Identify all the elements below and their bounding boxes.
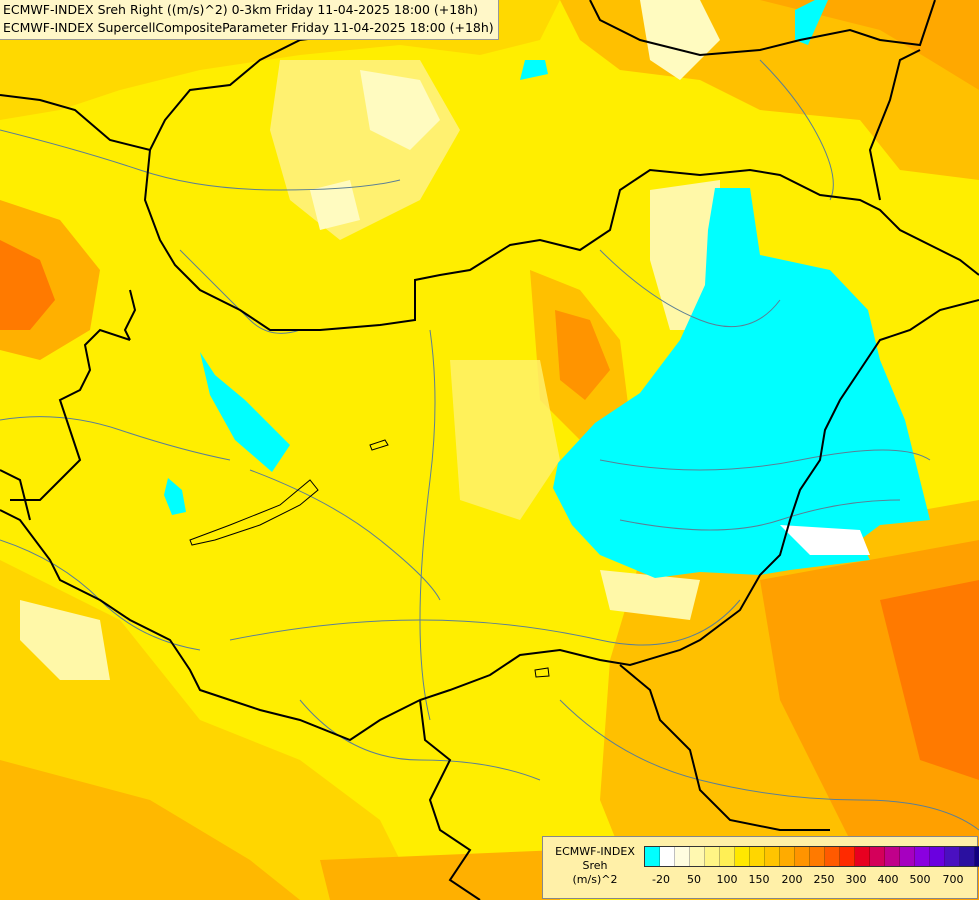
map-title-line-2: ECMWF-INDEX SupercellCompositeParameter … — [3, 20, 494, 35]
legend-swatch — [780, 847, 795, 866]
legend-tick-labels: -20 50 100 150 200 250 300 400 500 700 — [644, 873, 974, 889]
legend-tick-label: 400 — [877, 873, 899, 886]
legend-swatch — [930, 847, 945, 866]
rivers — [0, 59, 979, 831]
legend-subtitle: Sreh — [582, 859, 608, 872]
cyan-zones — [164, 0, 930, 578]
legend-swatch — [660, 847, 675, 866]
legend-title-line: ECMWF-INDEX — [555, 845, 635, 858]
legend-tick-label: 700 — [942, 873, 964, 886]
map-title-line-1: ECMWF-INDEX Sreh Right ((m/s)^2) 0-3km F… — [3, 2, 478, 17]
legend-tick-label: 500 — [909, 873, 931, 886]
legend-swatch — [975, 847, 979, 866]
legend-tick-label: 250 — [813, 873, 835, 886]
legend-title: ECMWF-INDEX Sreh (m/s)^2 — [547, 845, 643, 887]
legend-swatch — [645, 847, 660, 866]
legend-swatch — [840, 847, 855, 866]
legend-swatch — [750, 847, 765, 866]
legend-swatch — [810, 847, 825, 866]
legend-tick-label: 50 — [687, 873, 701, 886]
legend-tick-label: 150 — [748, 873, 770, 886]
legend-swatch-bar — [644, 846, 979, 867]
legend-swatch — [765, 847, 780, 866]
lakes — [189, 439, 550, 678]
legend-swatch — [960, 847, 975, 866]
legend-swatch — [690, 847, 705, 866]
legend-swatch — [795, 847, 810, 866]
legend-tick-label: 100 — [716, 873, 738, 886]
legend-swatch — [885, 847, 900, 866]
legend-tick-label: -20 — [652, 873, 670, 886]
legend-tick-label: 200 — [781, 873, 803, 886]
map-title-box: ECMWF-INDEX Sreh Right ((m/s)^2) 0-3km F… — [0, 0, 499, 40]
color-legend: ECMWF-INDEX Sreh (m/s)^2 -20 50 100 150 200 2… — [542, 836, 979, 899]
legend-swatch — [945, 847, 960, 866]
legend-swatch — [900, 847, 915, 866]
legend-tick-label: 300 — [845, 873, 867, 886]
legend-swatch — [855, 847, 870, 866]
legend-swatch — [705, 847, 720, 866]
legend-swatch — [870, 847, 885, 866]
legend-unit: (m/s)^2 — [572, 873, 618, 886]
legend-swatch — [720, 847, 735, 866]
legend-swatch — [735, 847, 750, 866]
legend-swatch — [825, 847, 840, 866]
legend-swatch — [915, 847, 930, 866]
legend-swatch — [675, 847, 690, 866]
